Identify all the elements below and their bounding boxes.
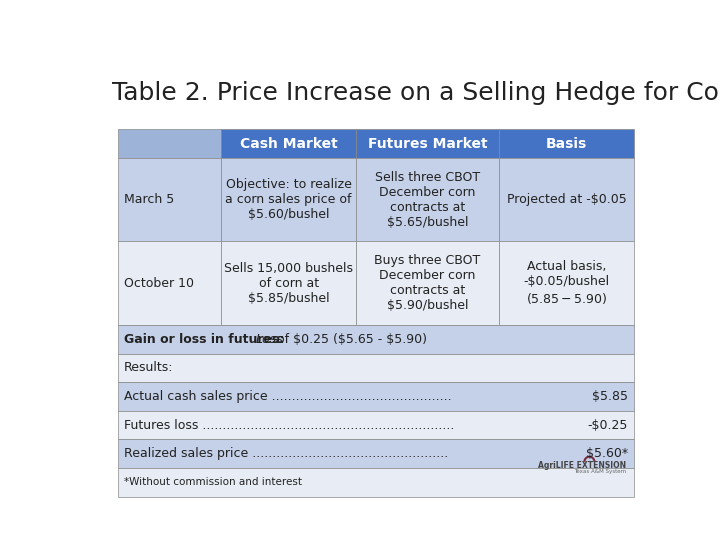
Text: Objective: to realize
a corn sales price of
$5.60/bushel: Objective: to realize a corn sales price…: [225, 178, 352, 221]
Text: Gain or loss in futures:: Gain or loss in futures:: [124, 333, 289, 346]
Text: Sells 15,000 bushels
of corn at
$5.85/bushel: Sells 15,000 bushels of corn at $5.85/bu…: [224, 262, 353, 305]
Bar: [118, 241, 221, 325]
Bar: [356, 241, 499, 325]
Bar: [118, 382, 634, 411]
Bar: [118, 440, 634, 468]
Text: Actual basis,
-$0.05/bushel
($5.85 - $5.90): Actual basis, -$0.05/bushel ($5.85 - $5.…: [523, 260, 610, 306]
Text: Texas A&M System: Texas A&M System: [574, 469, 626, 474]
Text: Futures Market: Futures Market: [368, 137, 487, 151]
Text: October 10: October 10: [124, 276, 194, 289]
Bar: [356, 158, 499, 241]
Text: Actual cash sales price .............................................: Actual cash sales price ................…: [124, 390, 451, 403]
Text: Futures loss ...............................................................: Futures loss ...........................…: [124, 418, 454, 431]
Bar: [118, 325, 634, 354]
Text: Cash Market: Cash Market: [240, 137, 338, 151]
Bar: [356, 129, 499, 158]
Bar: [118, 129, 221, 158]
Bar: [118, 158, 221, 241]
Text: Sells three CBOT
December corn
contracts at
$5.65/bushel: Sells three CBOT December corn contracts…: [375, 171, 480, 228]
Text: Table 2. Price Increase on a Selling Hedge for Corn: Table 2. Price Increase on a Selling Hed…: [112, 82, 720, 105]
Bar: [499, 158, 634, 241]
Bar: [118, 354, 634, 382]
Text: Loss: Loss: [256, 333, 284, 346]
Text: *Without commission and interest: *Without commission and interest: [124, 477, 302, 488]
Text: of $0.25 ($5.65 - $5.90): of $0.25 ($5.65 - $5.90): [273, 333, 427, 346]
Text: AgriLIFE EXTENSION: AgriLIFE EXTENSION: [538, 461, 626, 470]
Text: Results:: Results:: [124, 361, 174, 374]
Text: -$0.25: -$0.25: [588, 418, 628, 431]
Text: Buys three CBOT
December corn
contracts at
$5.90/bushel: Buys three CBOT December corn contracts …: [374, 254, 481, 312]
Text: Realized sales price .................................................: Realized sales price ...................…: [124, 447, 449, 460]
Bar: [499, 129, 634, 158]
Text: March 5: March 5: [124, 193, 174, 206]
Bar: [221, 158, 356, 241]
Text: Basis: Basis: [546, 137, 588, 151]
Bar: [499, 241, 634, 325]
Bar: [118, 411, 634, 440]
Text: $5.60*: $5.60*: [586, 447, 628, 460]
Bar: [118, 468, 634, 497]
Text: $5.85: $5.85: [592, 390, 628, 403]
Bar: [221, 241, 356, 325]
Text: Projected at -$0.05: Projected at -$0.05: [507, 193, 626, 206]
Bar: [221, 129, 356, 158]
